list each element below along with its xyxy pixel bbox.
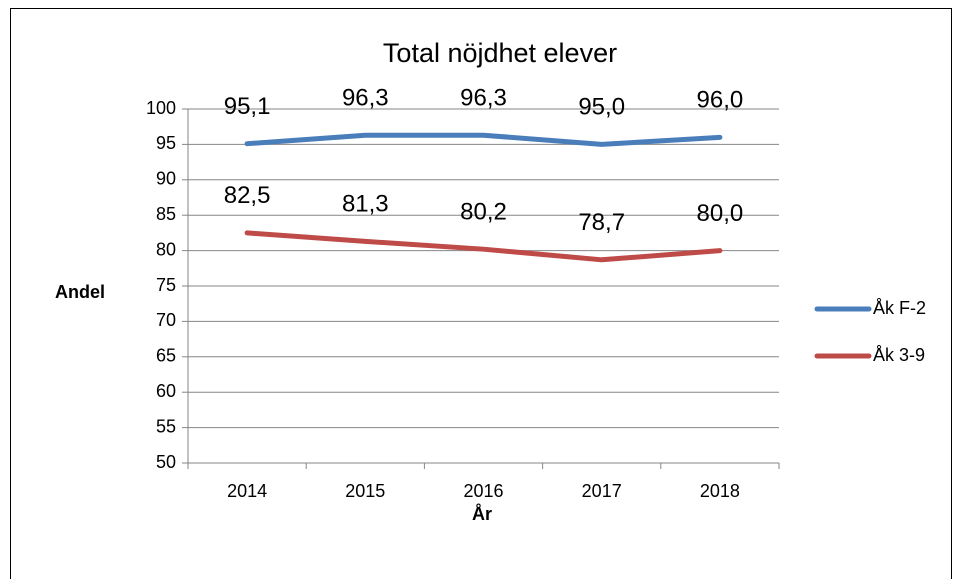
x-tick-label: 2015: [345, 481, 385, 501]
legend-label: Åk F-2: [873, 298, 926, 318]
data-label: 95,0: [578, 94, 625, 121]
data-label: 82,5: [224, 182, 271, 209]
data-label: 81,3: [342, 191, 389, 218]
x-tick-label: 2016: [463, 481, 503, 501]
x-tick-label: 2017: [582, 481, 622, 501]
y-tick-label: 100: [146, 98, 176, 118]
y-tick-label: 85: [156, 204, 176, 224]
y-tick-label: 90: [156, 169, 176, 189]
data-label: 95,1: [224, 93, 271, 120]
series-line: [244, 230, 723, 263]
y-tick-label: 65: [156, 346, 176, 366]
x-tick-label: 2014: [227, 481, 267, 501]
series-line: [244, 132, 723, 147]
data-label: 96,0: [697, 87, 744, 114]
data-label: 80,2: [460, 199, 507, 226]
y-axis-label: Andel: [55, 282, 105, 302]
legend-label: Åk 3-9: [873, 345, 925, 365]
data-label: 96,3: [460, 85, 507, 112]
y-tick-label: 75: [156, 275, 176, 295]
chart-border: [10, 8, 952, 579]
data-label: 80,0: [697, 200, 744, 227]
chart-title: Total nöjdhet elever: [383, 38, 617, 68]
y-tick-label: 60: [156, 381, 176, 401]
y-tick-label: 95: [156, 133, 176, 153]
y-tick-label: 55: [156, 416, 176, 436]
data-label: 78,7: [578, 209, 625, 236]
data-label: 96,3: [342, 85, 389, 112]
y-tick-label: 70: [156, 310, 176, 330]
y-tick-label: 80: [156, 239, 176, 259]
y-tick-label: 50: [156, 452, 176, 472]
x-axis-label: År: [472, 504, 492, 524]
x-tick-label: 2018: [700, 481, 740, 501]
